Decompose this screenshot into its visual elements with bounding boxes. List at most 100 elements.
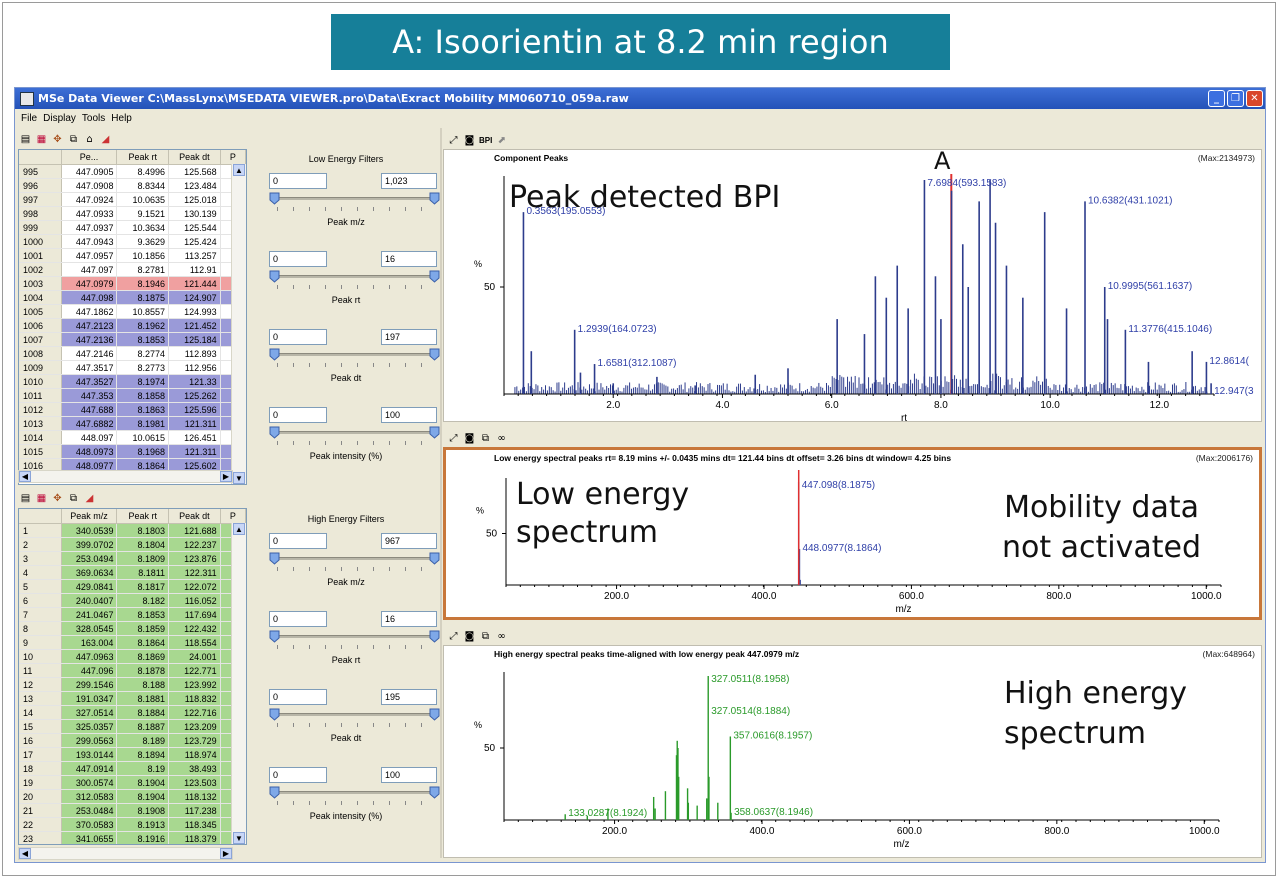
- scroll-up-arrow-icon[interactable]: ▲: [233, 523, 245, 535]
- slider-min-thumb-icon[interactable]: [269, 630, 280, 643]
- slider-min-thumb-icon[interactable]: [269, 708, 280, 721]
- filter-max-input[interactable]: 197: [381, 329, 437, 345]
- table-row[interactable]: 1010 447.3527 8.1974 121.33: [19, 374, 246, 389]
- slider-max-thumb-icon[interactable]: [429, 270, 440, 283]
- table-row[interactable]: 16 299.0563 8.189 123.729: [19, 733, 246, 748]
- table-row[interactable]: 998 447.0933 9.1521 130.139: [19, 206, 246, 221]
- table-row[interactable]: 1 340.0539 8.1803 121.688: [19, 523, 246, 538]
- slider-min-thumb-icon[interactable]: [269, 552, 280, 565]
- chart-icon[interactable]: ◢: [101, 133, 110, 145]
- filter-slider-track[interactable]: [275, 635, 431, 638]
- upper-table-hscroll[interactable]: ◀ ▶: [18, 470, 233, 483]
- table-row[interactable]: 23 341.0655 8.1916 118.379: [19, 831, 246, 844]
- table-row[interactable]: 18 447.0914 8.19 38.493: [19, 761, 246, 776]
- scroll-right-arrow-icon[interactable]: ▶: [220, 848, 232, 859]
- move-icon[interactable]: ✥: [53, 133, 62, 145]
- arrow-icon[interactable]: ⬈: [497, 134, 507, 146]
- table-row[interactable]: 22 370.0583 8.1913 118.345: [19, 817, 246, 832]
- scroll-up-arrow-icon[interactable]: ▲: [233, 164, 245, 176]
- zoom-fit-icon[interactable]: ⤢: [449, 432, 458, 444]
- binoculars-icon[interactable]: ∞: [497, 630, 506, 642]
- slider-min-thumb-icon[interactable]: [269, 270, 280, 283]
- table-row[interactable]: 4 369.0634 8.1811 122.311: [19, 565, 246, 580]
- lower-table-hscroll[interactable]: ◀ ▶: [18, 847, 233, 860]
- table-row[interactable]: 1002 447.097 8.2781 112.91: [19, 262, 246, 277]
- table-row[interactable]: 999 447.0937 10.3634 125.544: [19, 220, 246, 235]
- slider-max-thumb-icon[interactable]: [429, 552, 440, 565]
- menu-file[interactable]: File: [21, 112, 38, 124]
- scroll-left-arrow-icon[interactable]: ◀: [19, 848, 31, 859]
- slider-min-thumb-icon[interactable]: [269, 786, 280, 799]
- filter-max-input[interactable]: 100: [381, 407, 437, 423]
- filter-max-input[interactable]: 195: [381, 689, 437, 705]
- table-row[interactable]: 1014 448.097 10.0615 126.451: [19, 430, 246, 445]
- table-row[interactable]: 1015 448.0973 8.1968 121.311: [19, 444, 246, 459]
- camera-icon[interactable]: ◙: [464, 432, 475, 444]
- table-row[interactable]: 9 163.004 8.1864 118.554: [19, 635, 246, 650]
- filter-min-input[interactable]: 0: [269, 173, 327, 189]
- table-row[interactable]: 8 328.0545 8.1859 122.432: [19, 621, 246, 636]
- table-row[interactable]: 1009 447.3517 8.2773 112.956: [19, 360, 246, 375]
- table-row[interactable]: 3 253.0494 8.1809 123.876: [19, 551, 246, 566]
- table-row[interactable]: 1003 447.0979 8.1946 121.444: [19, 276, 246, 291]
- scroll-down-arrow-icon[interactable]: ▼: [233, 472, 245, 484]
- filter-max-input[interactable]: 16: [381, 611, 437, 627]
- table-row[interactable]: 11 447.096 8.1878 122.771: [19, 663, 246, 678]
- camera-icon[interactable]: ◙: [464, 134, 475, 146]
- table-row[interactable]: 19 300.0574 8.1904 123.503: [19, 775, 246, 790]
- table-row[interactable]: 1005 447.1862 10.8557 124.993: [19, 304, 246, 319]
- filter-max-input[interactable]: 1,023: [381, 173, 437, 189]
- table-row[interactable]: 995 447.0905 8.4996 125.568: [19, 164, 246, 179]
- filter-min-input[interactable]: 0: [269, 611, 327, 627]
- restore-button[interactable]: ❐: [1227, 90, 1244, 107]
- filter-min-input[interactable]: 0: [269, 533, 327, 549]
- slider-max-thumb-icon[interactable]: [429, 192, 440, 205]
- table-row[interactable]: 21 253.0484 8.1908 117.238: [19, 803, 246, 818]
- table-row[interactable]: 17 193.0144 8.1894 118.974: [19, 747, 246, 762]
- low-energy-chart[interactable]: % 50 200.0 400.0 600.0 800.0 1000.0 m/z 447.098(…: [446, 450, 1259, 617]
- table-row[interactable]: 1000 447.0943 9.3629 125.424: [19, 234, 246, 249]
- filter-max-input[interactable]: 967: [381, 533, 437, 549]
- table-row[interactable]: 2 399.0702 8.1804 122.237: [19, 537, 246, 552]
- filter-slider-track[interactable]: [275, 275, 431, 278]
- table-row[interactable]: 5 429.0841 8.1817 122.072: [19, 579, 246, 594]
- upper-table-vscroll[interactable]: ▲ ▼: [231, 164, 246, 484]
- filter-slider-track[interactable]: [275, 353, 431, 356]
- color-map-icon[interactable]: ▦: [36, 492, 47, 504]
- window-titlebar[interactable]: MSe Data Viewer C:\MassLynx\MSEDATA VIEW…: [15, 88, 1265, 109]
- camera-icon[interactable]: ◙: [464, 630, 475, 642]
- slider-min-thumb-icon[interactable]: [269, 348, 280, 361]
- column-header-peak-dt[interactable]: Peak dt: [168, 509, 221, 524]
- column-header-peak-rt[interactable]: Peak rt: [116, 150, 170, 165]
- lower-table-vscroll[interactable]: ▲ ▼: [231, 523, 246, 844]
- column-header-peak-mz[interactable]: Peak m/z: [61, 509, 118, 524]
- copy-icon[interactable]: ⧉: [481, 432, 490, 444]
- bpi-chart[interactable]: % 50 2.0 4.0 6.0 8.0 10.0 12.0 rt 0.3563(195.0553…: [444, 150, 1262, 422]
- table-row[interactable]: 6 240.0407 8.182 116.052: [19, 593, 246, 608]
- slider-max-thumb-icon[interactable]: [429, 426, 440, 439]
- table-row[interactable]: 12 299.1546 8.188 123.992: [19, 677, 246, 692]
- filter-slider-track[interactable]: [275, 197, 431, 200]
- table-row[interactable]: 1008 447.2146 8.2774 112.893: [19, 346, 246, 361]
- table-view-icon[interactable]: ▤: [20, 492, 31, 504]
- minimize-button[interactable]: _: [1208, 90, 1225, 107]
- slider-min-thumb-icon[interactable]: [269, 426, 280, 439]
- filter-max-input[interactable]: 100: [381, 767, 437, 783]
- scroll-right-arrow-icon[interactable]: ▶: [220, 471, 232, 482]
- table-row[interactable]: 1012 447.688 8.1863 125.596: [19, 402, 246, 417]
- copy-icon[interactable]: ⧉: [481, 630, 490, 642]
- table-row[interactable]: 1004 447.098 8.1875 124.907: [19, 290, 246, 305]
- close-button[interactable]: ✕: [1246, 90, 1263, 107]
- menu-tools[interactable]: Tools: [81, 112, 106, 124]
- table-row[interactable]: 7 241.0467 8.1853 117.694: [19, 607, 246, 622]
- column-header-p[interactable]: P: [220, 150, 246, 165]
- filter-slider-track[interactable]: [275, 713, 431, 716]
- filter-min-input[interactable]: 0: [269, 251, 327, 267]
- column-header-p[interactable]: P: [220, 509, 246, 524]
- filter-slider-track[interactable]: [275, 557, 431, 560]
- copy-icon[interactable]: ⧉: [69, 133, 78, 145]
- color-map-icon[interactable]: ▦: [36, 133, 47, 145]
- filter-slider-track[interactable]: [275, 431, 431, 434]
- pane-splitter[interactable]: [440, 128, 442, 858]
- chart-icon[interactable]: ◢: [85, 492, 94, 504]
